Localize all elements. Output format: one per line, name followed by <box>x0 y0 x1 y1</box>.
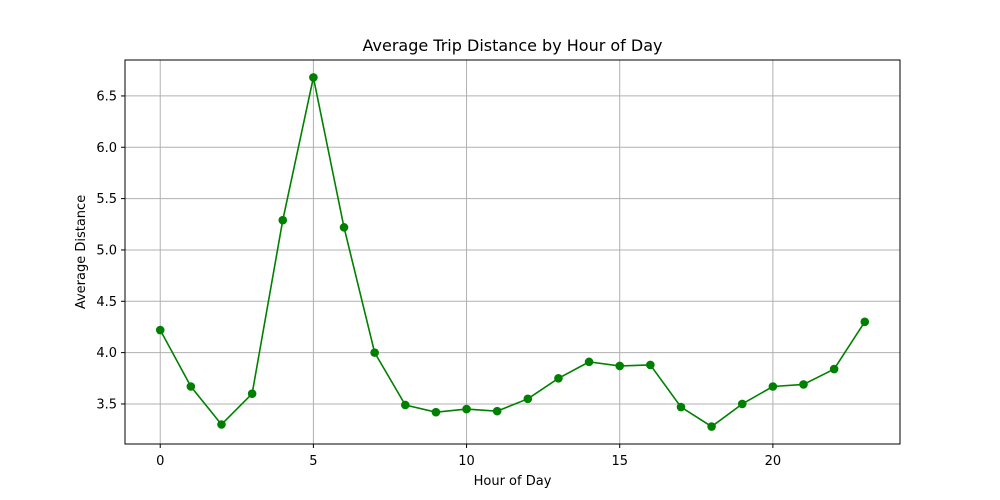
data-point <box>523 394 533 404</box>
data-point <box>370 348 379 357</box>
x-tick-label: 0 <box>156 454 164 469</box>
data-point <box>217 420 226 429</box>
y-axis-label: Average Distance <box>74 195 89 309</box>
y-tick-label: 6.5 <box>96 89 117 104</box>
series-line <box>159 76 866 428</box>
data-point <box>247 389 257 398</box>
data-point <box>615 361 625 371</box>
x-tick-label: 20 <box>765 454 782 469</box>
grid-lines <box>125 60 900 444</box>
data-point <box>676 402 686 412</box>
data-point <box>186 382 196 391</box>
data-point <box>646 360 655 370</box>
plot-frame <box>124 59 901 445</box>
data-point <box>799 380 808 389</box>
data-point <box>768 382 778 391</box>
x-tick-label: 10 <box>458 454 475 469</box>
y-tick-label: 5.0 <box>96 243 117 258</box>
chart-title: Average Trip Distance by Hour of Day <box>363 36 663 55</box>
x-axis-label: Hour of Day <box>474 474 552 489</box>
data-point <box>860 317 870 327</box>
data-point <box>431 407 441 417</box>
data-point <box>462 404 471 414</box>
data-point <box>584 357 594 367</box>
data-point <box>339 223 349 232</box>
data-point <box>278 215 288 225</box>
x-tick-label: 15 <box>611 454 628 469</box>
y-tick-label: 5.5 <box>96 192 117 207</box>
data-point <box>400 400 410 410</box>
series-layer <box>155 73 870 431</box>
x-axis-ticks: 0 5 10 15 20 <box>156 444 781 469</box>
y-tick-label: 4.0 <box>96 346 117 361</box>
data-point <box>309 73 318 82</box>
y-axis-ticks: 3.5 4.0 4.5 5.0 5.5 6.0 6.5 <box>96 89 125 412</box>
data-point <box>737 399 747 409</box>
x-tick-label: 5 <box>309 454 317 469</box>
y-tick-label: 4.5 <box>96 295 117 310</box>
data-point <box>554 373 563 383</box>
y-tick-label: 6.0 <box>96 141 117 156</box>
data-point <box>492 406 502 416</box>
data-point <box>707 422 716 431</box>
data-point <box>155 325 165 335</box>
y-tick-label: 3.5 <box>96 397 117 412</box>
data-point <box>829 364 839 374</box>
